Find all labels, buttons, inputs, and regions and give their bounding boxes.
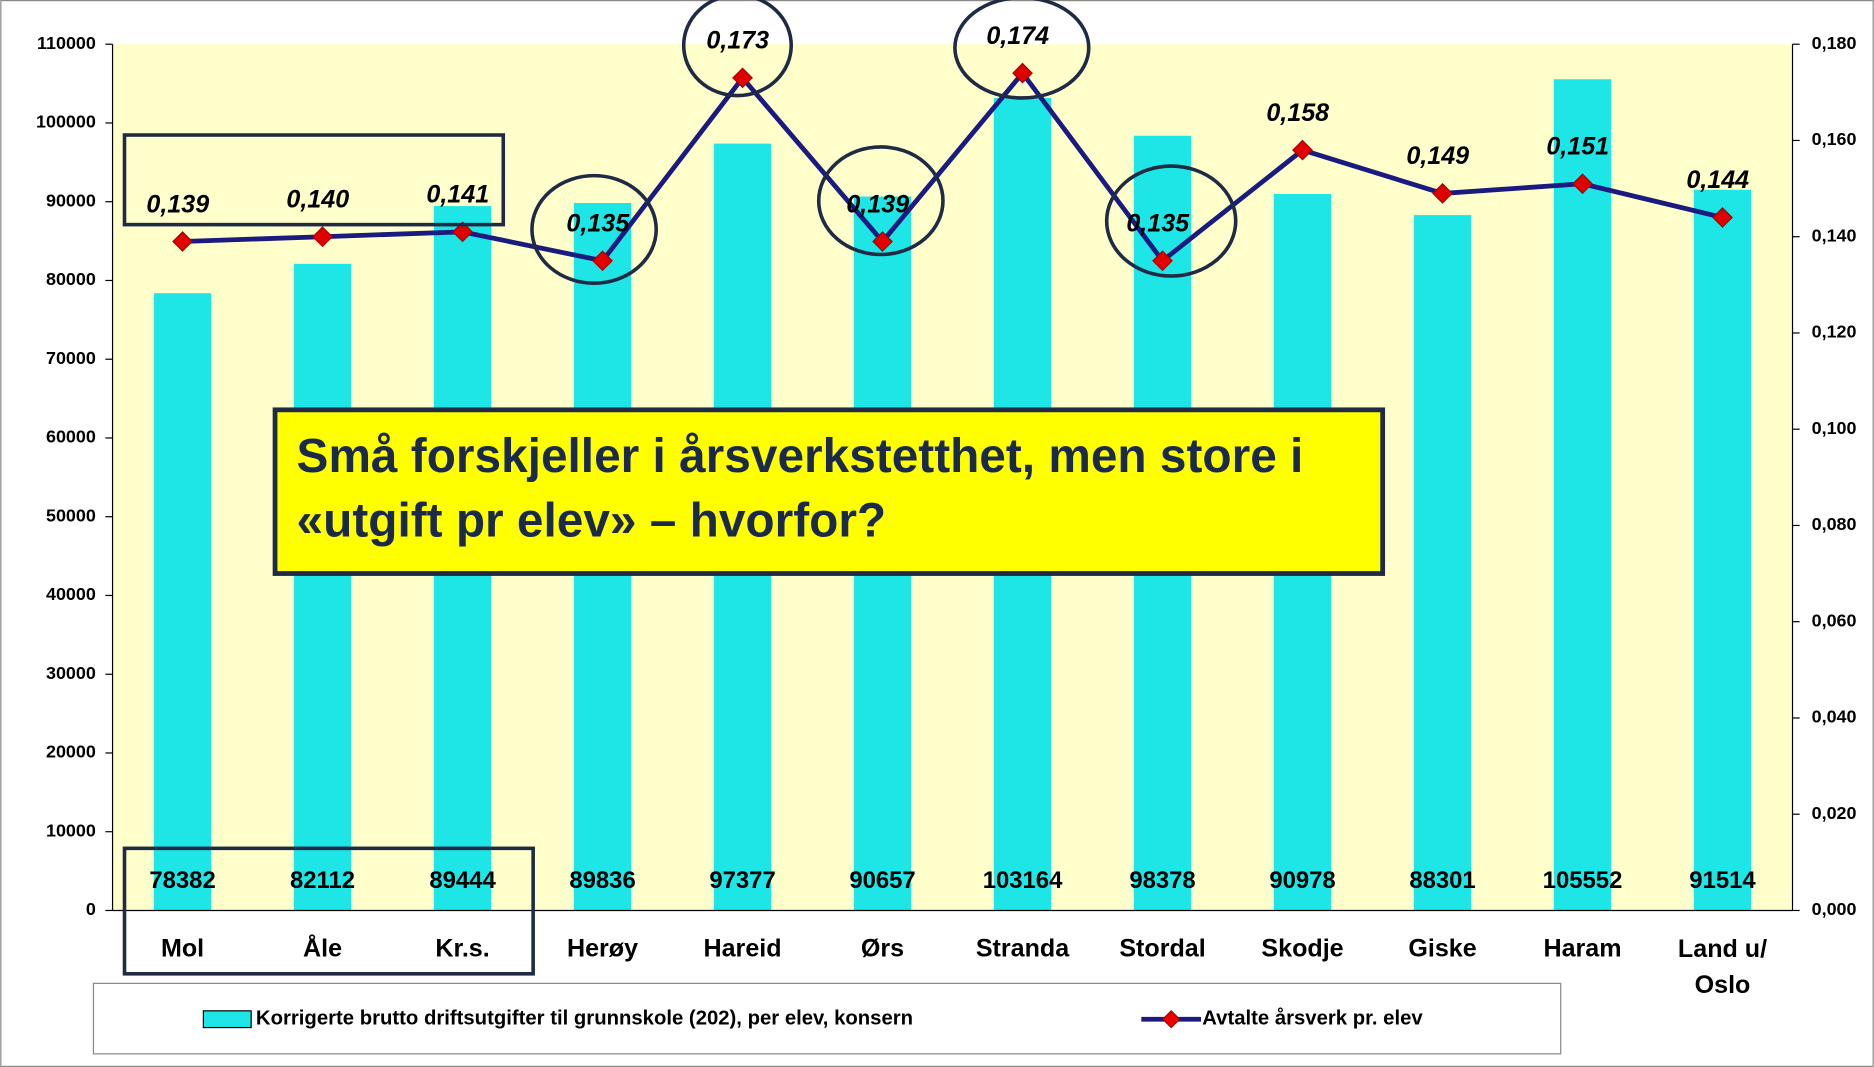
y2-tick-label: 0,120 bbox=[1812, 322, 1857, 342]
data-label: 90657 bbox=[849, 867, 915, 894]
line bbox=[182, 69, 1724, 265]
data-label: 78382 bbox=[149, 867, 215, 894]
data-label: 103164 bbox=[983, 867, 1063, 894]
y2-tick-label: 0,020 bbox=[1812, 803, 1857, 823]
marker bbox=[592, 250, 613, 272]
data-label: 0,151 bbox=[1546, 133, 1609, 161]
y-tick-label: 80000 bbox=[46, 269, 96, 289]
highlight-circle bbox=[1104, 164, 1238, 278]
legend-swatch bbox=[202, 1010, 252, 1029]
annotation-text: Små forskjeller i årsverkstetthet, men s… bbox=[296, 430, 1304, 548]
marker bbox=[312, 226, 333, 248]
marker bbox=[1432, 182, 1453, 204]
y-tick-label: 50000 bbox=[46, 505, 96, 525]
x-tick-label: Åle bbox=[303, 934, 342, 963]
data-label: 0,158 bbox=[1266, 99, 1329, 127]
y-tick-label: 110000 bbox=[37, 33, 96, 53]
data-label: 0,141 bbox=[426, 181, 489, 209]
data-label: 0,149 bbox=[1406, 142, 1469, 170]
x-tick-label: Stranda bbox=[976, 935, 1070, 963]
x-tick-label: Skodje bbox=[1261, 935, 1343, 963]
y-tick-label: 70000 bbox=[46, 348, 96, 368]
y2-tick-label: 0,100 bbox=[1812, 418, 1857, 438]
y-tick-label: 40000 bbox=[46, 584, 96, 604]
data-label: 89836 bbox=[569, 867, 635, 894]
y-tick-label: 10000 bbox=[46, 820, 96, 840]
data-label: 82112 bbox=[290, 867, 355, 894]
legend-label: Korrigerte brutto driftsutgifter til gru… bbox=[256, 1008, 913, 1030]
y2-tick-label: 0,000 bbox=[1812, 899, 1857, 919]
highlight-circle bbox=[681, 0, 794, 98]
marker bbox=[1012, 62, 1033, 84]
annotation-box bbox=[272, 407, 1386, 576]
marker bbox=[1712, 207, 1733, 228]
marker bbox=[732, 67, 753, 89]
highlight-box bbox=[122, 846, 535, 976]
data-label: 90978 bbox=[1269, 867, 1335, 894]
marker bbox=[1292, 139, 1313, 161]
data-label: 0,140 bbox=[286, 185, 349, 213]
data-label: 0,135 bbox=[1126, 210, 1190, 238]
y-tick-label: 100000 bbox=[36, 112, 96, 132]
marker bbox=[172, 231, 193, 252]
data-label: 88301 bbox=[1409, 867, 1475, 894]
legend-marker bbox=[1161, 1009, 1181, 1029]
data-label: 89444 bbox=[429, 867, 496, 894]
bar bbox=[153, 293, 212, 911]
data-label: 105552 bbox=[1543, 867, 1623, 894]
x-tick-label: Giske bbox=[1408, 935, 1476, 963]
y2-tick-label: 0,140 bbox=[1812, 225, 1857, 245]
annotation: Små forskjeller i årsverkstetthet, men s… bbox=[296, 430, 1304, 548]
y2-tick-label: 0,180 bbox=[1812, 33, 1857, 53]
legend-label: Avtalte årsverk pr. elev bbox=[1202, 1007, 1423, 1030]
highlight-circle bbox=[816, 145, 945, 257]
data-label: 97377 bbox=[709, 867, 775, 894]
bar bbox=[293, 263, 352, 911]
bar bbox=[1413, 215, 1472, 911]
y2-tick-label: 0,040 bbox=[1812, 707, 1857, 727]
y-tick-label: 20000 bbox=[46, 742, 96, 762]
x-tick-label: Stordal bbox=[1119, 935, 1205, 963]
data-label: 0,139 bbox=[146, 190, 209, 218]
highlight-circle bbox=[953, 0, 1091, 100]
data-label: 0,139 bbox=[846, 190, 909, 218]
x-tick-label: Haram bbox=[1543, 935, 1621, 963]
data-label: 0,135 bbox=[566, 210, 630, 238]
bar bbox=[1553, 79, 1612, 911]
data-label: 91514 bbox=[1689, 867, 1756, 894]
bar bbox=[1693, 189, 1752, 911]
y-tick-label: 0 bbox=[86, 899, 96, 919]
y2-tick-label: 0,080 bbox=[1812, 514, 1857, 534]
x-tick-label: Land u/Oslo bbox=[1678, 935, 1767, 999]
marker bbox=[872, 231, 893, 252]
data-label: 0,174 bbox=[986, 22, 1049, 50]
x-tick-label: Kr.s. bbox=[435, 935, 489, 963]
data-label: 98378 bbox=[1129, 867, 1195, 894]
x-tick-label: Hareid bbox=[704, 935, 782, 963]
data-label: 0,173 bbox=[706, 27, 769, 55]
y-tick-label: 90000 bbox=[46, 190, 96, 210]
marker bbox=[452, 221, 473, 243]
data-label: 0,144 bbox=[1686, 166, 1749, 194]
y2-tick-label: 0,060 bbox=[1812, 610, 1857, 630]
legend bbox=[92, 982, 1562, 1055]
y2-tick-label: 0,160 bbox=[1812, 129, 1857, 149]
y-tick-label: 30000 bbox=[46, 663, 96, 683]
highlight-box bbox=[122, 133, 506, 227]
highlight-circle bbox=[530, 173, 659, 285]
marker bbox=[1572, 173, 1593, 195]
x-tick-label: Mol bbox=[161, 935, 204, 963]
x-tick-label: Herøy bbox=[567, 935, 638, 963]
marker bbox=[1152, 250, 1173, 272]
y-tick-label: 60000 bbox=[46, 427, 96, 447]
x-tick-label: Ørs bbox=[861, 935, 904, 963]
highlights bbox=[122, 0, 1238, 976]
